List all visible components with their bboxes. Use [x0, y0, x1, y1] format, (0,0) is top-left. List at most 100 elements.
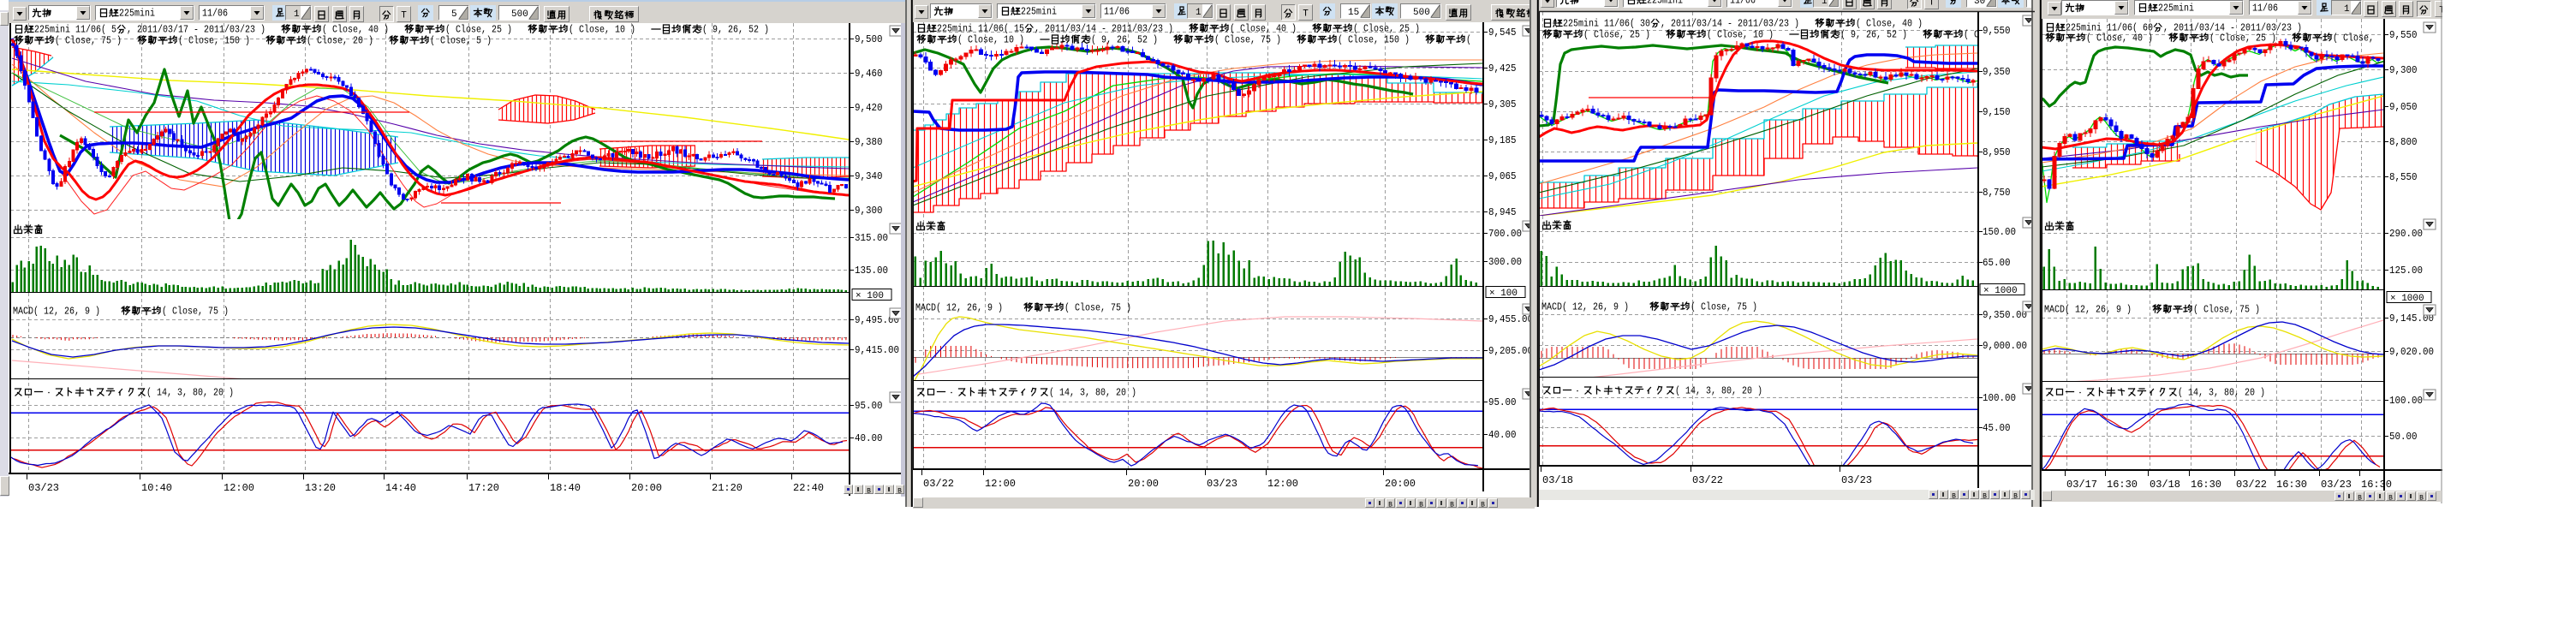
svg-text:MACD( 12, 26, 9 ): MACD( 12, 26, 9 ): [13, 307, 121, 318]
svg-text:03/18: 03/18: [2150, 479, 2180, 491]
svg-text:225mini 11/06( 30: 225mini 11/06( 30: [1563, 19, 1650, 30]
svg-text:(: (: [1466, 35, 1471, 46]
svg-text:8,750: 8,750: [1983, 187, 2011, 199]
svg-text:13:20: 13:20: [305, 482, 336, 494]
svg-text:( Close, 25 ): ( Close, 25 ): [1583, 30, 1666, 41]
svg-text:40.00: 40.00: [855, 432, 883, 444]
svg-text:( Close, 75 ): ( Close, 75 ): [2193, 305, 2260, 316]
svg-text:21:20: 21:20: [712, 482, 742, 494]
svg-text:( 14, 3, 80, 20 ): ( 14, 3, 80, 20 ): [146, 388, 234, 399]
svg-text:( Close, 40 ): ( Close, 40 ): [1856, 19, 1923, 30]
svg-text:9,460: 9,460: [855, 68, 883, 80]
svg-text:9,350: 9,350: [1983, 66, 2011, 78]
svg-text:B: B: [897, 488, 902, 496]
svg-text:, 2011/03/14 - 2011/03/23 ): , 2011/03/14 - 2011/03/23 ): [1661, 19, 1815, 30]
svg-text:225mini: 225mini: [1647, 0, 1683, 7]
svg-text:95.00: 95.00: [855, 400, 883, 412]
svg-text:9,145.00: 9,145.00: [2389, 313, 2434, 324]
svg-text:( Close,: ( Close,: [2333, 33, 2374, 45]
svg-text:B: B: [1450, 502, 1454, 509]
svg-text:95.00: 95.00: [1488, 396, 1517, 408]
svg-text:8,950: 8,950: [1983, 146, 2011, 158]
svg-text:17:20: 17:20: [468, 482, 499, 494]
svg-text:× 100: × 100: [856, 291, 884, 301]
svg-text:11/06: 11/06: [1730, 0, 1756, 7]
svg-text:16:30: 16:30: [2191, 479, 2221, 491]
svg-text:30: 30: [1974, 0, 1985, 7]
svg-text:( Close, 25 ): ( Close, 25 ): [2209, 33, 2292, 45]
svg-text:B: B: [2388, 495, 2393, 503]
svg-text:9,300: 9,300: [855, 205, 883, 217]
svg-text:03/23: 03/23: [2321, 479, 2352, 491]
svg-text:12:00: 12:00: [985, 478, 1016, 490]
svg-text:100.00: 100.00: [2389, 395, 2423, 407]
svg-text:9,020.00: 9,020.00: [2389, 346, 2434, 358]
svg-text:9,550: 9,550: [2389, 29, 2418, 41]
svg-text:B: B: [1983, 493, 1987, 501]
svg-text:× 1000: × 1000: [1983, 286, 2018, 296]
svg-text:03/22: 03/22: [923, 478, 954, 490]
svg-text:1: 1: [1822, 0, 1828, 7]
svg-text:9,340: 9,340: [855, 170, 883, 182]
svg-text:9,420: 9,420: [855, 102, 883, 114]
svg-text:40.00: 40.00: [1488, 429, 1517, 441]
svg-text:150.00: 150.00: [1983, 226, 2016, 238]
svg-text:( 14, 3, 80, 20 ): ( 14, 3, 80, 20 ): [1675, 386, 1762, 397]
svg-text:1: 1: [1196, 8, 1202, 18]
svg-text:( 9, 26, 52 ): ( 9, 26, 52 ): [1840, 30, 1923, 41]
svg-text:( Close, 25 ): ( Close, 25 ): [445, 25, 528, 36]
svg-text:MACD( 12, 26, 9 ): MACD( 12, 26, 9 ): [1541, 302, 1649, 313]
svg-text:8,550: 8,550: [2389, 171, 2418, 183]
svg-text:20:00: 20:00: [1128, 478, 1159, 490]
svg-text:50.00: 50.00: [2389, 431, 2418, 443]
svg-text:700.00: 700.00: [1488, 228, 1522, 240]
svg-text:MACD( 12, 26, 9 ): MACD( 12, 26, 9 ): [2044, 305, 2152, 316]
svg-text:300.00: 300.00: [1488, 256, 1522, 268]
svg-text:9,415.00: 9,415.00: [855, 344, 899, 356]
svg-text:03/22: 03/22: [1692, 474, 1723, 486]
svg-text:B: B: [1419, 502, 1423, 509]
svg-text:( Close, 75 ): ( Close, 75 ): [162, 307, 229, 318]
svg-text:11/06: 11/06: [202, 9, 228, 20]
svg-text:T: T: [2439, 6, 2445, 16]
svg-text:11/06: 11/06: [1104, 7, 1130, 18]
svg-text:8,945: 8,945: [1488, 206, 1517, 218]
svg-text:9,350.00: 9,350.00: [1983, 309, 2027, 321]
svg-text:( 14, 3, 80, 20 ): ( 14, 3, 80, 20 ): [2178, 388, 2265, 399]
svg-text:9,380: 9,380: [855, 136, 883, 148]
svg-text:03/23: 03/23: [28, 482, 59, 494]
svg-text:125.00: 125.00: [2389, 265, 2423, 277]
svg-text:9,425: 9,425: [1488, 63, 1517, 74]
svg-text:( 9, 26, 52 ): ( 9, 26, 52 ): [702, 25, 769, 36]
svg-text:1: 1: [294, 9, 300, 20]
svg-text:9,065: 9,065: [1488, 170, 1517, 182]
svg-text:9,550: 9,550: [1983, 25, 2011, 37]
svg-text:10:40: 10:40: [141, 482, 172, 494]
svg-text:225mini 11/06( 60: 225mini 11/06( 60: [2066, 23, 2153, 34]
svg-text:16:30: 16:30: [2107, 479, 2138, 491]
svg-text:9,185: 9,185: [1488, 134, 1517, 146]
svg-text:T: T: [401, 11, 407, 21]
svg-text:× 100: × 100: [1489, 289, 1518, 299]
svg-text:225mini 11/06( 15: 225mini 11/06( 15: [937, 24, 1024, 35]
svg-text:03/22: 03/22: [2236, 479, 2267, 491]
svg-text:225mini: 225mini: [1021, 7, 1057, 18]
svg-text:9,150: 9,150: [1983, 106, 2011, 118]
svg-text:9,305: 9,305: [1488, 98, 1517, 110]
svg-text:T: T: [1929, 0, 1935, 9]
svg-text:15: 15: [1348, 8, 1359, 18]
svg-text:16:30: 16:30: [2361, 479, 2392, 491]
svg-text:100.00: 100.00: [1983, 392, 2016, 404]
svg-text:( Close, 40 ): ( Close, 40 ): [1230, 24, 1312, 35]
svg-text:( Close, 25 ): ( Close, 25 ): [1353, 24, 1420, 35]
svg-text:9,000.00: 9,000.00: [1983, 340, 2027, 352]
svg-text:22:40: 22:40: [793, 482, 824, 494]
svg-text:( Close, 75 ): ( Close, 75 ): [1064, 303, 1131, 314]
svg-text:9,495.00: 9,495.00: [855, 314, 899, 326]
svg-text:315.00: 315.00: [855, 232, 888, 244]
svg-text:5: 5: [451, 9, 457, 20]
svg-text:B: B: [1388, 502, 1392, 509]
svg-text:, 2011/03/14 - 2011/03/23 ): , 2011/03/14 - 2011/03/23 ): [1035, 24, 1189, 35]
svg-text:14:40: 14:40: [385, 482, 416, 494]
svg-text:8,800: 8,800: [2389, 136, 2418, 148]
